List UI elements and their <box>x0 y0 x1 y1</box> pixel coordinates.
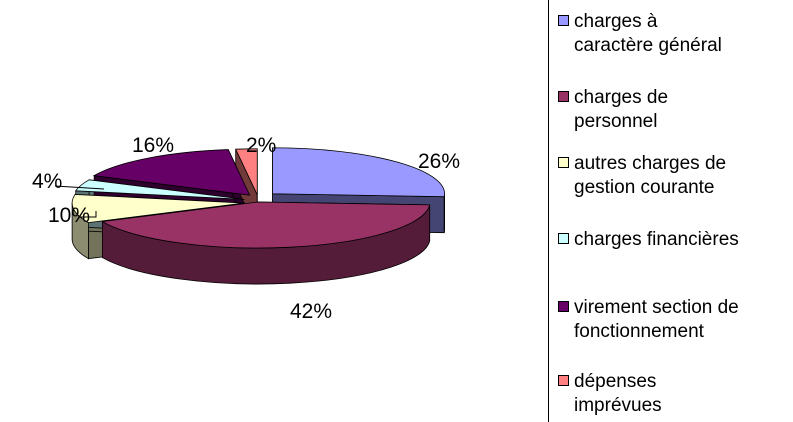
data-label-4: 16% <box>132 134 174 157</box>
legend-divider <box>548 0 549 422</box>
legend-label: virement section de fonctionnement <box>574 297 739 342</box>
leader-line-3 <box>54 185 105 190</box>
legend-item-charges-general: charges à caractère général <box>558 10 793 58</box>
legend-swatch <box>558 15 569 26</box>
legend-item-virement: virement section de fonctionnement <box>558 296 793 344</box>
data-label-5: 2% <box>246 134 276 157</box>
pie-slice-3 <box>74 179 245 200</box>
pie-chart: 26% 42% 10% 4% 16% 2% <box>32 134 460 323</box>
legend-label: charges de personnel <box>574 87 669 132</box>
legend-item-depenses-imprevues: dépenses imprévues <box>558 370 793 418</box>
pie-slice-0 <box>272 147 445 198</box>
data-label-0: 26% <box>418 150 460 173</box>
pie-tops <box>71 147 445 249</box>
pie-slice-4 <box>92 149 251 196</box>
legend-label: charges financières <box>574 229 739 250</box>
legend-label: dépenses imprévues <box>574 371 662 416</box>
pie-slice-1 <box>101 201 431 249</box>
legend-item-autres-charges: autres charges de gestion courante <box>558 152 793 200</box>
legend-swatch <box>558 301 569 312</box>
legend-label: autres charges de gestion courante <box>574 153 727 198</box>
pie-slice-2 <box>71 194 245 224</box>
pie-slice-5 <box>235 148 258 195</box>
legend-swatch <box>558 91 569 102</box>
legend-item-charges-personnel: charges de personnel <box>558 86 793 134</box>
legend: charges à caractère général charges de per… <box>558 0 793 422</box>
leader-line-2 <box>78 211 97 218</box>
data-label-3: 4% <box>32 170 62 193</box>
pie-chart-svg: 26% 42% 10% 4% 16% 2% <box>32 134 460 323</box>
legend-item-charges-financieres: charges financières <box>558 228 793 252</box>
legend-swatch <box>558 157 569 168</box>
data-label-2: 10% <box>48 204 90 227</box>
legend-label: charges à caractère général <box>574 11 722 56</box>
legend-swatch <box>558 233 569 244</box>
legend-swatch <box>558 375 569 386</box>
data-label-1: 42% <box>290 300 332 323</box>
